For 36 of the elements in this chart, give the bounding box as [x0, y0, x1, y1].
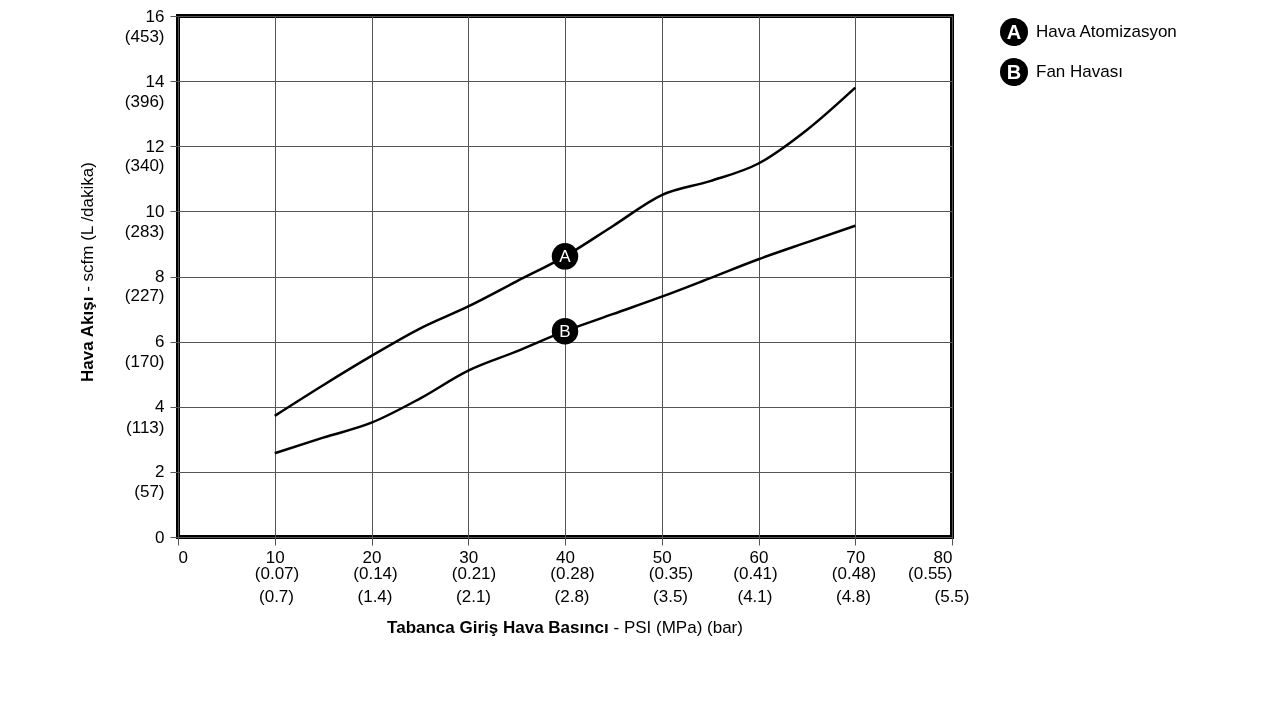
line-series: [273, 86, 857, 418]
text: (4.1): [737, 587, 773, 606]
legend-label: Hava Atomizasyon: [1036, 22, 1177, 42]
text: (3.5): [653, 587, 689, 606]
y2-tick-label: (57): [134, 481, 165, 501]
y-tick-label: 0: [155, 527, 165, 547]
x-tick-label: 0: [178, 547, 188, 567]
y2-tick-label: (396): [124, 92, 165, 112]
x-axis-title: Tabanca Giriş Hava Basıncı - PSI (MPa) (bar): [387, 618, 743, 638]
legend-label: Fan Havası: [1036, 62, 1123, 82]
y-tick-label: 6: [155, 332, 165, 352]
y-tick-label: 2: [155, 462, 165, 482]
text: (4.8): [836, 587, 871, 606]
text: A: [1006, 20, 1022, 43]
text: B: [1006, 60, 1022, 83]
y2-axis-title: Hava Akışı - scfm (L /dakika): [78, 162, 98, 382]
y2-tick-label: (227): [124, 286, 165, 306]
y-tick-label: 12: [145, 136, 165, 156]
y2-tick-label: (283): [124, 222, 165, 242]
y-tick-label: 8: [155, 267, 165, 286]
annotation: B: [559, 322, 571, 342]
y2-tick-label: (453): [124, 26, 165, 46]
y2-tick-label: (340): [124, 156, 165, 176]
y-tick-label: 4: [155, 397, 165, 417]
y-tick-label: 10: [145, 201, 165, 221]
line-series: [273, 224, 857, 455]
text: (0.7): [259, 587, 294, 606]
y2-tick-label: (113): [126, 417, 165, 437]
text: (2.8): [554, 587, 590, 606]
text: (1.4): [357, 587, 393, 606]
text: (5.5): [934, 587, 970, 606]
text: (2.1): [456, 587, 492, 606]
y2-tick-label: (170): [124, 351, 165, 371]
y-tick-label: 16: [145, 6, 165, 26]
y-tick-label: 14: [145, 71, 165, 91]
annotation: A: [559, 247, 572, 267]
